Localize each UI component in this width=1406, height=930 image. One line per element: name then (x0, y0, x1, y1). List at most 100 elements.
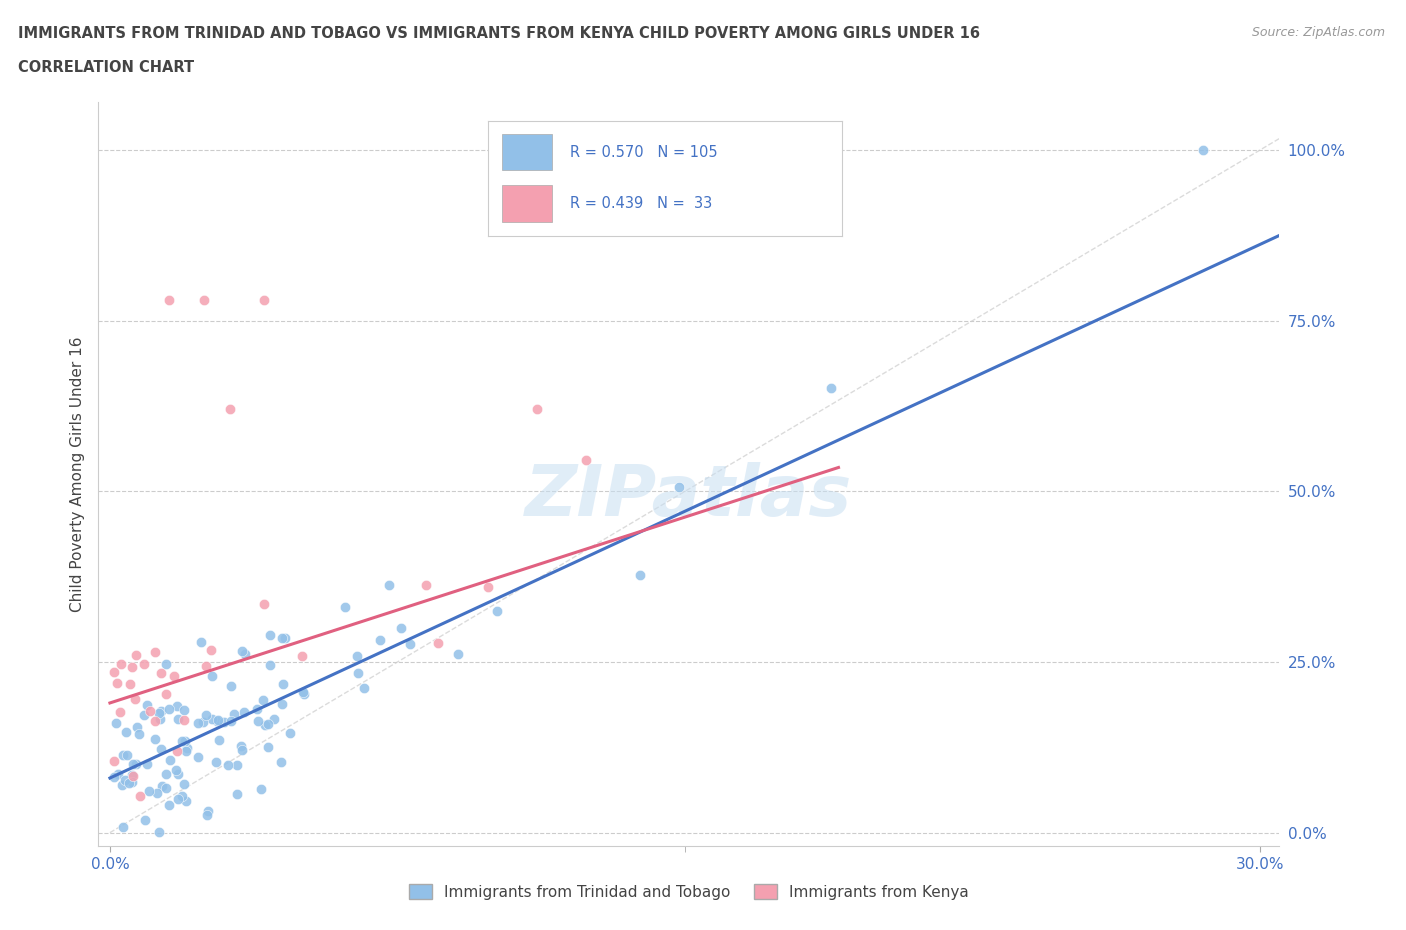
Point (399, 637, 422, 652)
Text: CORRELATION CHART: CORRELATION CHART (18, 60, 194, 75)
Point (143, 713, 166, 728)
Point (115, 724, 138, 739)
Point (222, 707, 245, 722)
Point (477, 579, 499, 594)
Point (121, 768, 143, 783)
Point (143, 732, 166, 747)
Point (155, 780, 177, 795)
Point (195, 658, 218, 673)
Point (246, 701, 269, 716)
Text: ZIPatlas: ZIPatlas (526, 462, 852, 531)
Legend: Immigrants from Trinidad and Tobago, Immigrants from Kenya: Immigrants from Trinidad and Tobago, Imm… (404, 877, 974, 906)
Point (134, 657, 156, 671)
Point (162, 669, 184, 684)
Point (668, 479, 690, 494)
Point (125, 720, 148, 735)
Point (174, 793, 197, 808)
Point (172, 733, 194, 748)
Point (346, 649, 368, 664)
Point (368, 632, 391, 647)
Point (278, 725, 301, 740)
Point (111, 748, 134, 763)
Point (271, 697, 294, 711)
Point (148, 825, 170, 840)
Point (257, 739, 280, 754)
Point (347, 666, 370, 681)
Point (128, 727, 150, 742)
Point (195, 807, 218, 822)
Point (108, 704, 131, 719)
Point (103, 770, 125, 785)
Point (207, 712, 229, 727)
Point (104, 716, 127, 731)
Point (353, 681, 375, 696)
Y-axis label: Child Poverty Among Girls Under 16: Child Poverty Among Girls Under 16 (69, 337, 84, 612)
Point (114, 772, 136, 787)
Point (143, 644, 166, 659)
Point (167, 766, 190, 781)
Point (1191, 142, 1213, 157)
Point (155, 766, 177, 781)
Point (231, 739, 253, 754)
Point (103, 664, 125, 679)
Point (110, 777, 132, 792)
Point (219, 678, 242, 693)
Point (263, 711, 285, 726)
Point (150, 778, 173, 793)
Point (173, 734, 195, 749)
Point (201, 669, 224, 684)
Point (200, 642, 222, 657)
Point (149, 666, 172, 681)
Point (253, 293, 276, 308)
Point (219, 714, 242, 729)
Point (575, 453, 598, 468)
Point (121, 660, 143, 675)
Point (122, 756, 145, 771)
Point (291, 648, 314, 663)
Point (232, 704, 254, 719)
Point (173, 702, 195, 717)
Point (208, 733, 231, 748)
Point (103, 753, 125, 768)
Point (159, 752, 181, 767)
Point (270, 755, 292, 770)
Point (122, 769, 145, 784)
Point (125, 647, 148, 662)
Point (253, 596, 276, 611)
Point (187, 750, 209, 764)
Point (121, 774, 143, 789)
Point (134, 812, 156, 827)
Text: IMMIGRANTS FROM TRINIDAD AND TOBAGO VS IMMIGRANTS FROM KENYA CHILD POVERTY AMONG: IMMIGRANTS FROM TRINIDAD AND TOBAGO VS I… (18, 26, 980, 41)
Point (128, 789, 150, 804)
Point (231, 742, 253, 757)
Point (628, 567, 651, 582)
Point (112, 819, 135, 834)
Point (415, 578, 437, 592)
Point (333, 600, 356, 615)
Point (167, 711, 190, 726)
Point (138, 784, 160, 799)
Point (526, 402, 548, 417)
Point (115, 748, 138, 763)
Point (118, 775, 141, 790)
Text: Source: ZipAtlas.com: Source: ZipAtlas.com (1251, 26, 1385, 39)
Point (225, 758, 247, 773)
Point (486, 604, 509, 618)
Point (110, 657, 132, 671)
Point (150, 742, 173, 757)
Point (173, 712, 195, 727)
Point (155, 657, 177, 671)
Point (193, 293, 215, 308)
Point (252, 693, 274, 708)
Point (259, 628, 281, 643)
Point (427, 636, 450, 651)
Point (136, 698, 159, 712)
Point (207, 713, 229, 728)
Point (135, 757, 157, 772)
Point (271, 631, 294, 645)
Point (231, 644, 253, 658)
Point (197, 804, 219, 818)
Point (149, 712, 172, 727)
Point (217, 758, 239, 773)
Point (139, 703, 162, 718)
